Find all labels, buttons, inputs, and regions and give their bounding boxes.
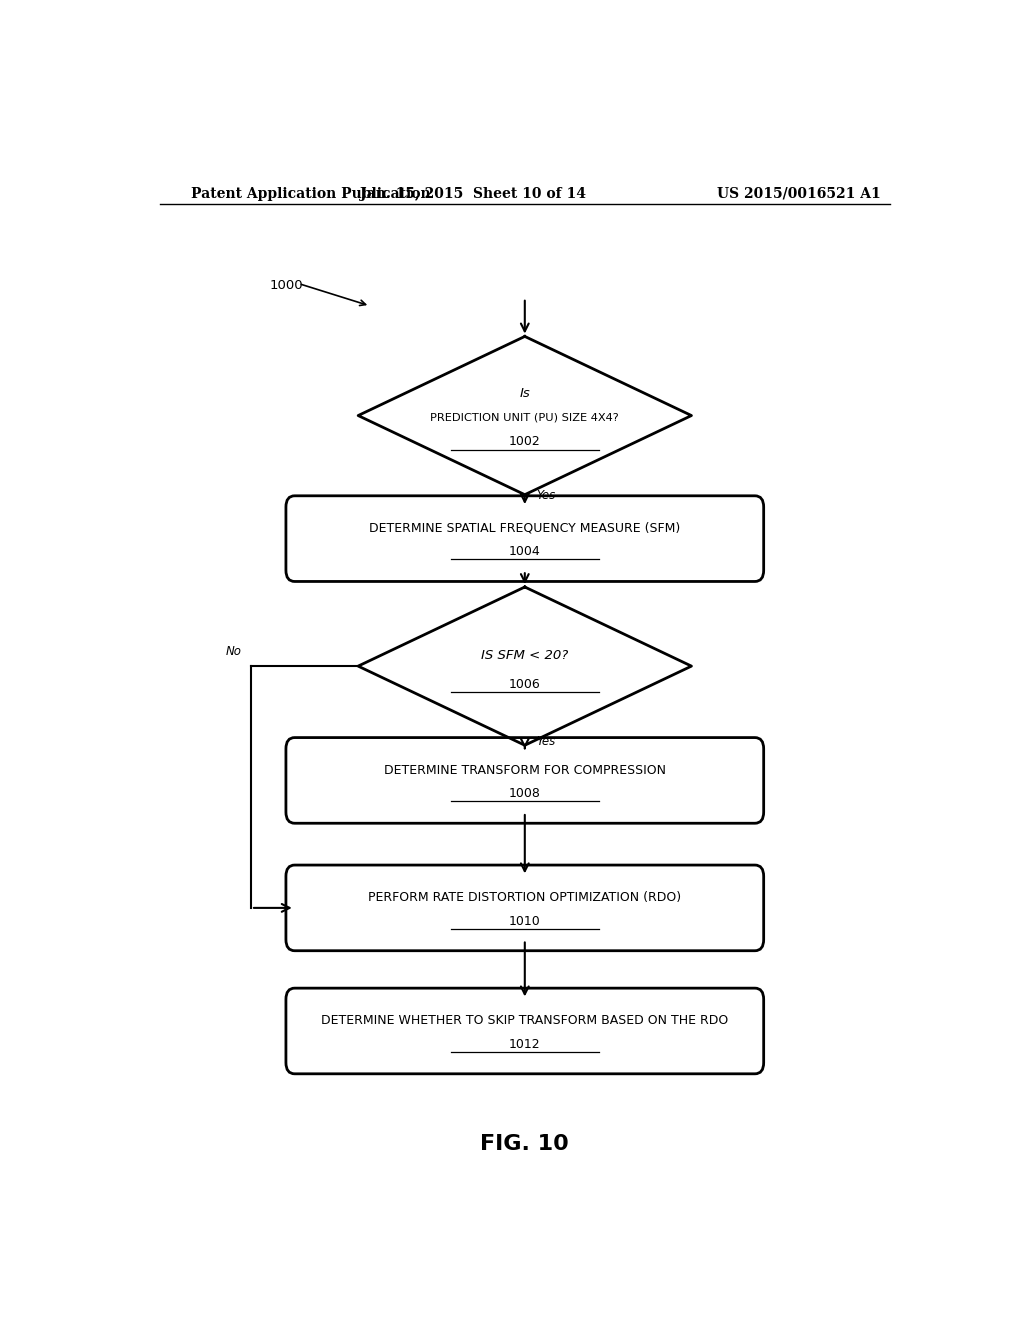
Text: No: No [225, 645, 242, 659]
Text: DETERMINE TRANSFORM FOR COMPRESSION: DETERMINE TRANSFORM FOR COMPRESSION [384, 764, 666, 776]
Text: Patent Application Publication: Patent Application Publication [191, 187, 431, 201]
Text: 1008: 1008 [509, 787, 541, 800]
Text: FIG. 10: FIG. 10 [480, 1134, 569, 1154]
Text: 1002: 1002 [509, 436, 541, 449]
Text: US 2015/0016521 A1: US 2015/0016521 A1 [717, 187, 881, 201]
Text: 1004: 1004 [509, 545, 541, 558]
FancyBboxPatch shape [286, 865, 764, 950]
Text: DETERMINE SPATIAL FREQUENCY MEASURE (SFM): DETERMINE SPATIAL FREQUENCY MEASURE (SFM… [370, 521, 680, 535]
Text: Is: Is [519, 387, 530, 400]
Text: Jan. 15, 2015  Sheet 10 of 14: Jan. 15, 2015 Sheet 10 of 14 [360, 187, 586, 201]
Text: PREDICTION UNIT (PU) SIZE 4X4?: PREDICTION UNIT (PU) SIZE 4X4? [430, 413, 620, 422]
FancyBboxPatch shape [286, 989, 764, 1073]
Text: 1006: 1006 [509, 678, 541, 690]
Text: Yes: Yes [537, 490, 556, 502]
Text: 1000: 1000 [269, 279, 303, 292]
Text: DETERMINE WHETHER TO SKIP TRANSFORM BASED ON THE RDO: DETERMINE WHETHER TO SKIP TRANSFORM BASE… [322, 1014, 728, 1027]
Text: Yes: Yes [537, 735, 556, 748]
Text: PERFORM RATE DISTORTION OPTIMIZATION (RDO): PERFORM RATE DISTORTION OPTIMIZATION (RD… [369, 891, 681, 904]
Text: 1012: 1012 [509, 1038, 541, 1051]
FancyBboxPatch shape [286, 738, 764, 824]
FancyBboxPatch shape [286, 496, 764, 582]
Text: IS SFM < 20?: IS SFM < 20? [481, 649, 568, 663]
Text: 1010: 1010 [509, 915, 541, 928]
